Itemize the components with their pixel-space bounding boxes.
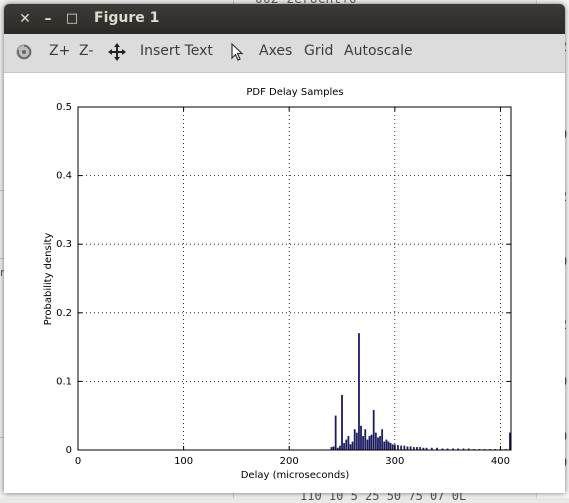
x-axis-label: Delay (microseconds) <box>241 470 350 481</box>
autoscale-button[interactable]: Autoscale <box>344 43 413 59</box>
background-left-text: n <box>0 266 7 279</box>
histogram-bar <box>343 442 346 451</box>
histogram-bar <box>370 434 373 451</box>
histogram-bar <box>397 445 399 451</box>
histogram-bar <box>366 439 369 451</box>
maximize-button[interactable]: □ <box>65 11 79 26</box>
histogram-bar <box>358 333 360 451</box>
histogram-bar <box>349 444 352 451</box>
grid-button[interactable]: Grid <box>304 43 334 59</box>
y-axis-label: Probability density <box>43 233 54 326</box>
histogram-bar <box>362 436 365 451</box>
histogram-bar <box>383 441 386 451</box>
x-tick-label: 0 <box>75 456 81 467</box>
y-tick-label: 0.3 <box>56 239 72 250</box>
y-tick-label: 0.2 <box>56 308 72 319</box>
close-button[interactable]: ✕ <box>19 11 31 27</box>
histogram-bar <box>368 436 371 451</box>
histogram-bar <box>379 436 381 451</box>
histogram-bar <box>389 442 392 451</box>
histogram-bar <box>360 425 362 451</box>
histogram-bar <box>351 441 354 451</box>
histogram-bars <box>330 333 511 451</box>
histogram-bar <box>355 432 358 451</box>
histogram-bar <box>353 429 356 451</box>
histogram-bar <box>334 415 337 451</box>
minimize-button[interactable]: – <box>44 11 52 27</box>
zoom-in-button[interactable]: Z+ <box>49 43 71 59</box>
plot-frame <box>77 106 512 451</box>
histogram-bar <box>364 429 367 451</box>
axis-ticks: 0 100 200 300 400 0 0.1 0.2 0.3 0.4 0.5 <box>56 102 511 467</box>
x-tick-label: 300 <box>385 456 404 467</box>
x-tick-label: 400 <box>491 456 510 467</box>
pdf-chart: PDF Delay Samples 0 100 200 300 400 0 0.1 0.2 0.… <box>43 87 512 481</box>
histogram-bar <box>403 445 406 451</box>
title-bar[interactable]: ✕ – □ Figure 1 <box>4 4 565 34</box>
histogram-bar <box>341 394 343 451</box>
zoom-out-button[interactable]: Z- <box>79 43 94 59</box>
histogram-bar <box>409 446 412 451</box>
histogram-bar <box>400 445 403 451</box>
histogram-bar <box>381 429 384 451</box>
axes-button[interactable]: Axes <box>259 43 293 59</box>
x-tick-label: 200 <box>280 456 299 467</box>
toolbar: Z+ Z- Insert Text Axes Grid Autoscale <box>4 34 565 73</box>
histogram-bar <box>406 446 409 451</box>
y-tick-label: 0.5 <box>56 102 72 113</box>
reset-view-icon[interactable] <box>14 42 34 66</box>
x-tick-label: 100 <box>174 456 193 467</box>
histogram-bar <box>385 439 388 451</box>
plot-canvas[interactable]: PDF Delay Samples 0 100 200 300 400 0 0.1 0.2 0.… <box>4 73 565 493</box>
histogram-bar <box>372 410 375 451</box>
insert-text-button[interactable]: Insert Text <box>140 43 213 59</box>
pan-move-icon[interactable] <box>107 42 127 66</box>
histogram-bar <box>377 437 379 451</box>
pointer-select-icon[interactable] <box>229 42 245 66</box>
histogram-bar <box>387 441 390 451</box>
histogram-bar <box>347 436 350 451</box>
histogram-bar <box>391 444 394 451</box>
figure-window: ✕ – □ Figure 1 Z+ Z- Insert Text Axes Gr… <box>4 4 565 493</box>
chart-title: PDF Delay Samples <box>246 87 343 98</box>
histogram-bar <box>339 445 341 451</box>
grid-lines <box>78 107 511 450</box>
histogram-bar <box>345 439 348 451</box>
y-tick-label: 0 <box>66 445 72 456</box>
histogram-bar <box>332 446 335 451</box>
background-top-text: 002 zeroCnt+0 <box>255 0 357 7</box>
y-tick-label: 0.1 <box>56 376 72 387</box>
window-title: Figure 1 <box>94 10 160 26</box>
histogram-bar <box>509 432 511 451</box>
histogram-bar <box>374 432 377 451</box>
y-tick-label: 0.4 <box>56 171 72 182</box>
